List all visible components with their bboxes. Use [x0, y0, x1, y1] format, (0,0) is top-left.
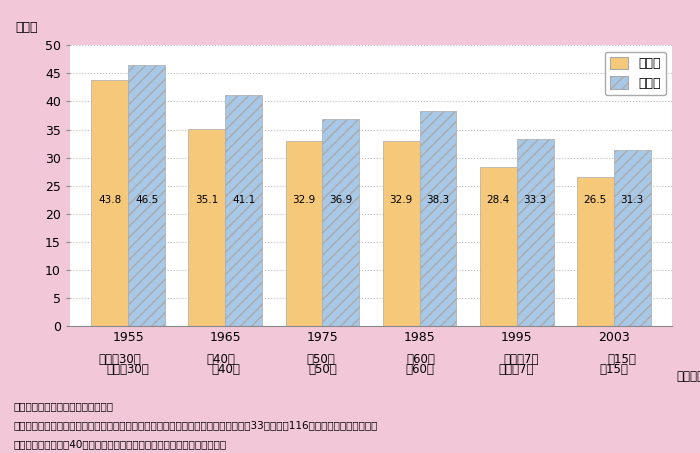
Text: （50）: （50） [307, 353, 335, 366]
Bar [480, 167, 517, 326]
Text: 36.9: 36.9 [329, 195, 353, 205]
Text: （平成7）: （平成7） [504, 353, 539, 366]
Text: （昭和30）: （昭和30） [99, 353, 141, 366]
Text: 注：「公立義務教育諸学校の学級編制及び教職員定数の標準に関する法律」（昭和33年法律第116号）において、１学級の: 注：「公立義務教育諸学校の学級編制及び教職員定数の標準に関する法律」（昭和33年… [14, 420, 379, 430]
Text: 46.5: 46.5 [135, 195, 158, 205]
Text: 児童生徒数は40人を上限として学級編制を行うこととされている。: 児童生徒数は40人を上限として学級編制を行うこととされている。 [14, 439, 227, 449]
Text: （50）: （50） [308, 363, 337, 376]
Text: （人）: （人） [16, 21, 38, 34]
Text: （60）: （60） [405, 363, 434, 376]
Legend: 小学校, 中学校: 小学校, 中学校 [605, 52, 666, 95]
Text: 31.3: 31.3 [621, 195, 644, 205]
Text: 43.8: 43.8 [98, 195, 121, 205]
Bar [225, 95, 262, 326]
Text: （15）: （15） [599, 363, 628, 376]
Text: 35.1: 35.1 [195, 195, 218, 205]
Bar [286, 141, 323, 326]
Text: （15）: （15） [608, 353, 636, 366]
Text: 38.3: 38.3 [426, 195, 449, 205]
Text: （40）: （40） [211, 363, 240, 376]
Text: 41.1: 41.1 [232, 195, 256, 205]
Text: （年度）: （年度） [677, 370, 700, 383]
Bar [614, 150, 650, 326]
Bar [128, 65, 165, 326]
Bar [323, 119, 359, 326]
Text: 32.9: 32.9 [293, 195, 316, 205]
Bar [419, 111, 456, 326]
Text: （60）: （60） [407, 353, 435, 366]
Bar [188, 129, 225, 326]
Text: 資料：文部科学省「学校基本調査」: 資料：文部科学省「学校基本調査」 [14, 401, 114, 411]
Text: （40）: （40） [206, 353, 235, 366]
Bar [383, 141, 419, 326]
Bar [577, 177, 614, 326]
Text: 33.3: 33.3 [524, 195, 547, 205]
Text: 32.9: 32.9 [389, 195, 413, 205]
Text: （平成7）: （平成7） [499, 363, 534, 376]
Bar [92, 80, 128, 326]
Bar [517, 139, 554, 326]
Text: （昭和30）: （昭和30） [107, 363, 150, 376]
Text: 28.4: 28.4 [486, 195, 510, 205]
Text: 26.5: 26.5 [584, 195, 607, 205]
